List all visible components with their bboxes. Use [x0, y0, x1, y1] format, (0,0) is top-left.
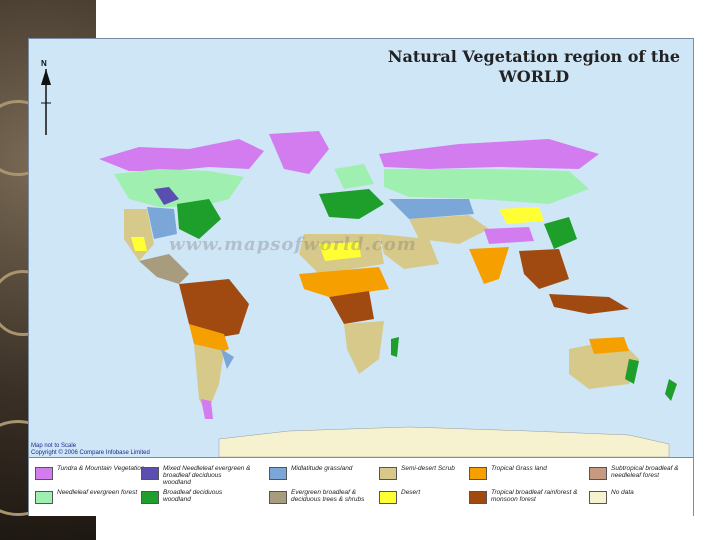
copyright-note: Copyright © 2006 Compare Infobase Limite…: [31, 450, 150, 456]
legend-item: Desert: [379, 488, 489, 506]
world-map: [99, 131, 677, 457]
map-watermark: www.mapsofworld.com: [169, 234, 417, 255]
north-arrow-label: N: [41, 59, 47, 68]
region-china-broadleaf: [544, 217, 577, 249]
region-australia-tropical: [589, 337, 629, 354]
legend-swatch: [141, 467, 159, 480]
region-asia-tundra: [379, 139, 599, 169]
legend-swatch: [141, 491, 159, 504]
region-southern-africa: [344, 321, 384, 374]
region-south-america-rainforest: [179, 279, 249, 339]
region-madagascar: [391, 337, 399, 357]
legend-swatch: [589, 491, 607, 504]
legend-swatch: [589, 467, 607, 480]
legend-label: Midlatitude grassland: [291, 465, 353, 472]
region-south-asia-tropical: [469, 247, 509, 284]
legend-item: Mixed Needleleaf evergreen & broadleaf d…: [141, 464, 251, 486]
region-africa-rainforest: [329, 291, 374, 324]
region-antarctica: [218, 426, 670, 457]
legend-swatch: [269, 467, 287, 480]
region-north-america-tundra: [99, 139, 264, 171]
region-australia-forest: [625, 359, 639, 384]
region-new-zealand: [665, 379, 677, 401]
region-patagonia: [201, 399, 213, 419]
vegetation-map-panel: Natural Vegetation region of the WORLD N…: [28, 38, 694, 516]
region-europe-broadleaf: [319, 189, 384, 219]
legend-label: Evergreen broadleaf & deciduous trees & …: [291, 489, 365, 503]
legend-label: Tundra & Mountain Vegetation: [57, 465, 145, 472]
legend-item: Midlatitude grassland: [269, 464, 379, 482]
region-north-america-desert: [131, 237, 147, 251]
legend-label: Mixed Needleleaf evergreen & broadleaf d…: [163, 465, 251, 486]
region-north-america-semidesert: [124, 209, 154, 261]
legend-item: Evergreen broadleaf & deciduous trees & …: [269, 488, 379, 506]
legend-label: No data: [611, 489, 634, 496]
region-southeast-asia-rainforest: [519, 249, 569, 289]
legend-swatch: [269, 491, 287, 504]
region-sahara-desert: [319, 242, 361, 261]
region-north-america-needleleaf: [114, 169, 244, 207]
legend-label: Tropical Grass land: [491, 465, 547, 472]
region-scandinavia-needleleaf: [334, 164, 374, 189]
region-greenland: [269, 131, 329, 174]
legend-swatch: [35, 467, 53, 480]
legend-label: Tropical broadleaf rainforest & monsoon …: [491, 489, 578, 503]
legend-item: Needleleaf evergreen forest: [35, 488, 145, 506]
map-legend: Tundra & Mountain Vegetation Needleleaf …: [29, 457, 693, 516]
region-central-america: [139, 254, 189, 284]
region-asia-grassland: [389, 199, 474, 219]
legend-label: Desert: [401, 489, 421, 496]
legend-swatch: [379, 491, 397, 504]
legend-item: Broadleaf deciduous woodland: [141, 488, 251, 506]
legend-item: Semi-desert Scrub: [379, 464, 489, 482]
legend-swatch: [469, 467, 487, 480]
legend-swatch: [469, 491, 487, 504]
region-south-america-semidesert: [194, 344, 224, 414]
region-asia-needleleaf: [384, 169, 589, 204]
region-indonesia-rainforest: [549, 294, 629, 314]
legend-item: Tropical broadleaf rainforest & monsoon …: [469, 488, 579, 506]
legend-item: No data: [589, 488, 699, 506]
legend-item: Tundra & Mountain Vegetation: [35, 464, 145, 482]
region-middle-east-desert: [379, 234, 439, 269]
legend-item: Tropical Grass land: [469, 464, 579, 482]
north-arrow-icon: [41, 69, 51, 135]
region-south-america-grassland: [189, 324, 229, 357]
legend-label: Needleleaf evergreen forest: [57, 489, 138, 496]
region-africa-grassland: [299, 267, 389, 297]
map-title: Natural Vegetation region of the WORLD: [387, 47, 681, 86]
legend-label: Broadleaf deciduous woodland: [163, 489, 223, 503]
legend-swatch: [379, 467, 397, 480]
region-south-america-grassland-2: [221, 349, 234, 369]
region-tibet-tundra: [484, 227, 534, 244]
region-asia-desert: [499, 207, 544, 224]
region-north-america-mixed: [154, 187, 179, 205]
region-central-asia-semidesert: [409, 215, 489, 244]
region-north-america-broadleaf: [177, 199, 221, 239]
legend-label: Subtropical broadleaf & needleleaf fores…: [611, 465, 679, 479]
region-north-america-grassland: [147, 207, 177, 239]
legend-swatch: [35, 491, 53, 504]
legend-item: Subtropical broadleaf & needleleaf fores…: [589, 464, 699, 482]
scale-note: Map not to Scale: [31, 443, 77, 449]
legend-label: Semi-desert Scrub: [401, 465, 455, 472]
